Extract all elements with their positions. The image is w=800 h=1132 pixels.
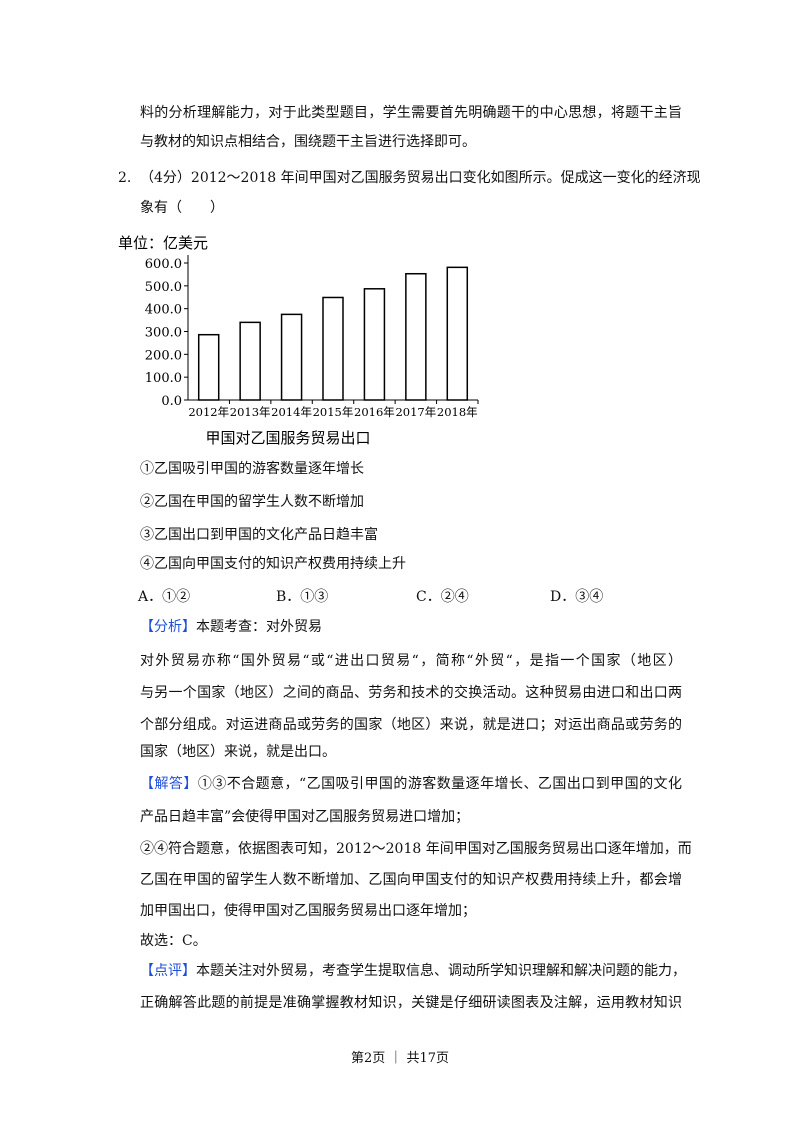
- question-stem: （4分）2012～2018 年间甲国对乙国服务贸易出口变化如图所示。促成这一变化…: [140, 170, 701, 186]
- analysis-line: 个部分组成。对运进商品或劳务的国家（地区）来说，就是进口；对运出商品或劳务的: [140, 717, 682, 733]
- answer-line: 乙国在甲国的留学生人数不断增加、乙国向甲国支付的知识产权费用持续上升，都会增: [140, 872, 682, 888]
- bar: [446, 266, 469, 401]
- answer-line: ①③不合题意，“乙国吸引甲国的游客数量逐年增长、乙国出口到甲国的文化: [197, 776, 683, 792]
- x-tick-label: 2016年: [354, 405, 395, 419]
- x-tick-label: 2014年: [271, 405, 312, 419]
- option-c[interactable]: C．②④: [416, 589, 469, 605]
- statement: ③乙国出口到甲国的文化产品日趋丰富: [140, 527, 378, 543]
- analysis-line: 与另一个国家（地区）之间的商品、劳务和技术的交换活动。这种贸易由进口和出口两: [140, 685, 682, 701]
- x-tick-label: 2018年: [437, 405, 478, 419]
- analysis-heading: 【分析】本题考查：对外贸易: [140, 617, 682, 637]
- question-stem: 象有（ ）: [140, 200, 224, 216]
- unit-label: 单位：亿美元: [118, 234, 208, 252]
- y-tick-label: 200.0: [145, 348, 182, 363]
- statement: ④乙国向甲国支付的知识产权费用持续上升: [140, 556, 406, 572]
- analysis-title: 本题考查：对外贸易: [196, 619, 322, 635]
- answer-heading: 【解答】①③不合题意，“乙国吸引甲国的游客数量逐年增长、乙国出口到甲国的文化: [140, 774, 682, 794]
- option-b[interactable]: B．①③: [276, 589, 329, 605]
- comment-heading: 【点评】本题关注对外贸易，考查学生提取信息、调动所学知识理解和解决问题的能力，: [140, 961, 686, 981]
- y-tick-label: 0.0: [161, 394, 182, 409]
- bar: [322, 296, 344, 401]
- x-tick-label: 2012年: [188, 405, 229, 419]
- bar: [239, 321, 261, 401]
- option-d[interactable]: D．③④: [550, 589, 604, 605]
- y-tick-label: 600.0: [145, 257, 182, 272]
- intro-line: 料的分析理解能力，对于此类型题目，学生需要首先明确题干的中心思想，将题干主旨: [140, 105, 682, 121]
- page-footer: 第2页 ｜ 共17页: [350, 1051, 450, 1066]
- x-tick-label: 2017年: [395, 405, 436, 419]
- y-tick-label: 400.0: [145, 303, 182, 318]
- comment-line: 正确解答此题的前提是准确掌握教材知识，关键是仔细研读图表及注解，运用教材知识: [140, 995, 682, 1011]
- bar: [197, 333, 220, 401]
- bar: [363, 288, 386, 401]
- bar: [280, 313, 303, 401]
- answer-line: 加甲国出口，使得甲国对乙国服务贸易出口逐年增加；: [140, 903, 476, 919]
- answer-line: 产品日趋丰富”会使得甲国对乙国服务贸易进口增加；: [140, 809, 470, 825]
- x-tick-label: 2015年: [313, 405, 354, 419]
- y-tick-label: 300.0: [145, 326, 182, 341]
- bar: [405, 272, 427, 401]
- analysis-label: 【分析】: [140, 619, 196, 635]
- answer-line: ②④符合题意，依据图表可知，2012～2018 年间甲国对乙国服务贸易出口逐年增…: [140, 841, 692, 857]
- comment-label: 【点评】: [140, 963, 196, 979]
- question-number: 2.: [118, 170, 132, 186]
- x-tick-label: 2013年: [230, 405, 271, 419]
- intro-line: 与教材的知识点相结合，围绕题干主旨进行选择即可。: [140, 134, 476, 150]
- comment-line: 本题关注对外贸易，考查学生提取信息、调动所学知识理解和解决问题的能力，: [196, 963, 686, 979]
- y-tick-label: 100.0: [145, 371, 182, 386]
- analysis-line: 国家（地区）来说，就是出口。: [140, 744, 336, 760]
- answer-choice: 故选：C。: [140, 933, 207, 949]
- statement: ①乙国吸引甲国的游客数量逐年增长: [140, 461, 364, 477]
- bar-chart: 单位：亿美元 0.0 100.0 200.0 300.0 400.0 500.0 600.0…: [118, 234, 479, 447]
- y-tick-label: 500.0: [145, 280, 182, 295]
- option-a[interactable]: A．①②: [138, 589, 191, 605]
- analysis-line: 对外贸易亦称“国外贸易“或“进出口贸易“，简称“外贸“，是指一个国家（地区）: [140, 653, 682, 669]
- x-axis-label: 甲国对乙国服务贸易出口: [205, 429, 370, 447]
- answer-label: 【解答】: [140, 776, 198, 792]
- statement: ②乙国在甲国的留学生人数不断增加: [140, 494, 364, 510]
